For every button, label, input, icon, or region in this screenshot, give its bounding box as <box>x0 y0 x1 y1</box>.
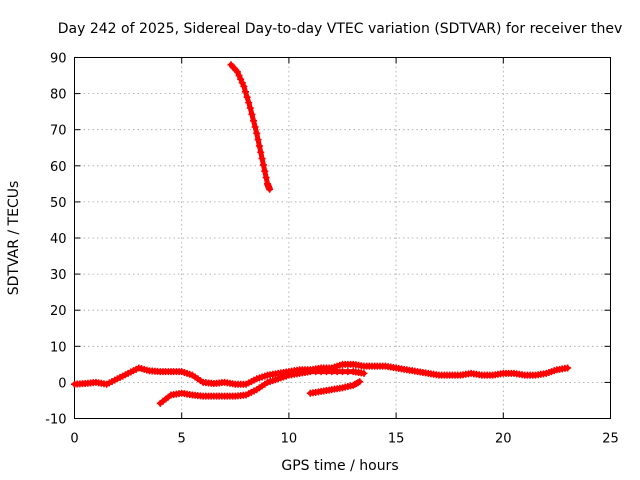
data-series <box>71 61 572 407</box>
data-point <box>266 185 274 193</box>
data-point <box>257 148 265 156</box>
axis-ticks: 0 5 10 15 20 25 -10 0 10 20 30 40 50 60 70 80 90 <box>45 52 619 447</box>
data-point <box>248 110 256 118</box>
y-tick-label: 0 <box>58 376 66 391</box>
y-tick-label: 50 <box>50 196 67 211</box>
x-tick-label: 15 <box>388 432 405 447</box>
data-point <box>564 364 572 372</box>
x-tick-label: 10 <box>281 432 298 447</box>
data-point <box>235 72 243 80</box>
data-point <box>241 88 249 96</box>
y-tick-label: 30 <box>50 268 67 283</box>
data-point <box>243 93 251 101</box>
data-point <box>262 174 270 182</box>
data-point <box>259 161 267 169</box>
y-tick-label: -10 <box>45 413 66 428</box>
series-lower-track <box>156 368 368 407</box>
y-tick-label: 20 <box>50 304 67 319</box>
series-high-arc <box>227 61 274 193</box>
data-point <box>245 99 253 107</box>
y-tick-label: 90 <box>50 52 67 67</box>
data-point <box>254 136 262 144</box>
x-axis-label: GPS time / hours <box>281 458 398 474</box>
data-point <box>253 129 261 137</box>
data-point <box>360 369 368 377</box>
data-point <box>237 75 245 83</box>
y-tick-label: 80 <box>50 88 67 103</box>
data-point <box>258 155 266 163</box>
x-tick-label: 20 <box>495 432 512 447</box>
series-late-low-track <box>306 378 364 397</box>
y-tick-label: 10 <box>50 340 67 355</box>
y-tick-label: 70 <box>50 124 67 139</box>
series-main-track <box>71 360 572 388</box>
x-tick-label: 0 <box>70 432 78 447</box>
data-point <box>356 378 364 386</box>
y-axis-label: SDTVAR / TECUs <box>6 181 22 296</box>
y-tick-label: 60 <box>50 160 67 175</box>
data-point <box>255 142 263 150</box>
data-point <box>233 68 241 76</box>
x-tick-label: 25 <box>602 432 619 447</box>
chart-title: Day 242 of 2025, Sidereal Day-to-day VTE… <box>58 21 622 37</box>
data-point <box>250 117 258 125</box>
y-tick-label: 40 <box>50 232 67 247</box>
data-point <box>246 104 254 112</box>
grid <box>74 57 611 419</box>
data-point <box>240 82 248 90</box>
data-point <box>238 79 246 87</box>
data-point <box>261 167 269 175</box>
data-point <box>251 123 259 131</box>
x-tick-label: 5 <box>178 432 186 447</box>
